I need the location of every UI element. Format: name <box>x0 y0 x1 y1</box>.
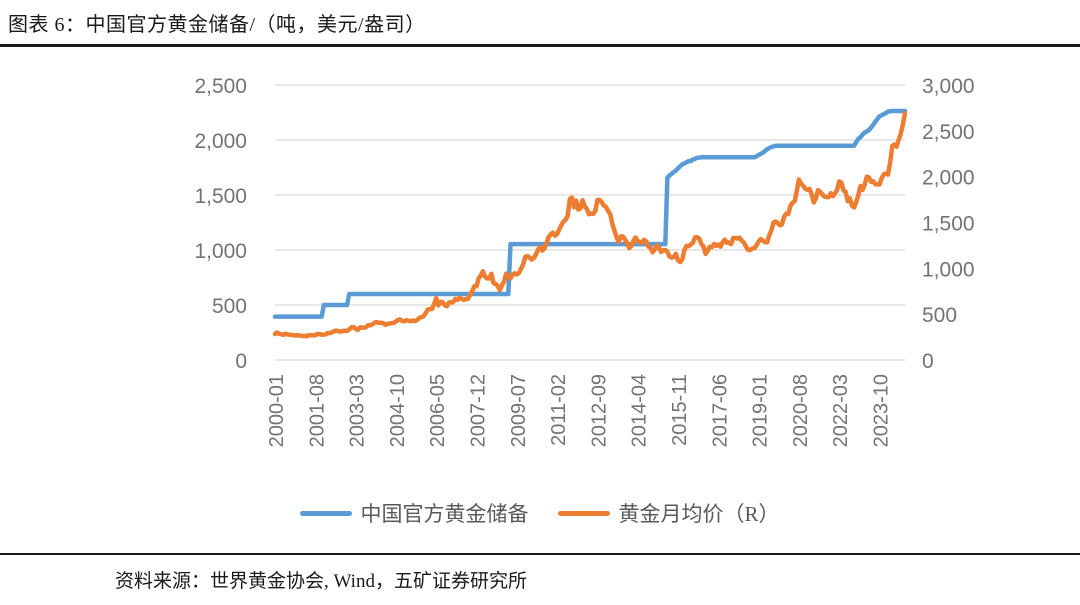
x-axis-tick: 2004-10 <box>387 374 409 447</box>
x-axis-tick: 2006-05 <box>427 374 449 447</box>
y-axis-tick-right: 0 <box>922 350 934 373</box>
legend-label-reserves: 中国官方黄金储备 <box>360 502 529 526</box>
y-axis-tick-right: 1,000 <box>922 258 975 281</box>
gold-price-line-swatch <box>558 510 611 516</box>
x-axis-tick: 2011-02 <box>548 374 570 446</box>
x-axis-tick: 2015-11 <box>669 374 691 446</box>
y-axis-tick-left: 0 <box>235 350 247 373</box>
x-axis-tick: 2003-03 <box>347 374 369 447</box>
y-axis-tick-left: 1,000 <box>194 240 247 263</box>
x-axis-tick: 2001-08 <box>306 374 328 447</box>
y-axis-tick-left: 1,500 <box>194 185 247 208</box>
top-divider <box>0 44 1080 47</box>
x-axis-tick: 2017-06 <box>709 374 731 447</box>
x-axis-tick: 2012-09 <box>588 374 610 447</box>
legend-label-gold-price: 黄金月均价（R） <box>618 502 780 526</box>
x-axis-tick: 2022-03 <box>830 374 852 447</box>
y-axis-tick-right: 2,500 <box>922 121 975 144</box>
y-axis-tick-right: 1,500 <box>922 213 975 236</box>
x-axis-tick: 2007-12 <box>468 374 490 447</box>
series-line-reserves <box>272 108 908 319</box>
bottom-divider <box>0 553 1080 555</box>
x-axis-tick: 2000-01 <box>266 374 288 447</box>
y-axis-tick-left: 500 <box>212 295 247 318</box>
x-axis-tick: 2020-08 <box>790 374 812 447</box>
reserves-line-swatch <box>300 510 353 516</box>
data-source-note: 资料来源：世界黄金协会, Wind，五矿证券研究所 <box>115 571 527 592</box>
y-axis-tick-right: 3,000 <box>922 75 975 98</box>
figure-title: 图表 6：中国官方黄金储备/（吨，美元/盎司） <box>8 14 426 36</box>
x-axis-tick: 2019-01 <box>750 374 772 447</box>
legend-item-reserves[interactable]: 中国官方黄金储备 <box>300 498 528 528</box>
series-line-gold-price <box>272 111 908 339</box>
x-axis-tick: 2014-04 <box>629 374 651 447</box>
legend-item-gold-price[interactable]: 黄金月均价（R） <box>558 498 780 528</box>
x-axis-tick: 2009-07 <box>508 374 530 447</box>
y-axis-tick-right: 2,000 <box>922 167 975 190</box>
x-axis-tick: 2023-10 <box>871 374 893 447</box>
y-axis-tick-left: 2,500 <box>194 75 247 98</box>
y-axis-tick-left: 2,000 <box>194 130 247 153</box>
chart-legend: 中国官方黄金储备 黄金月均价（R） <box>0 497 1080 529</box>
y-axis-tick-right: 500 <box>922 304 957 327</box>
